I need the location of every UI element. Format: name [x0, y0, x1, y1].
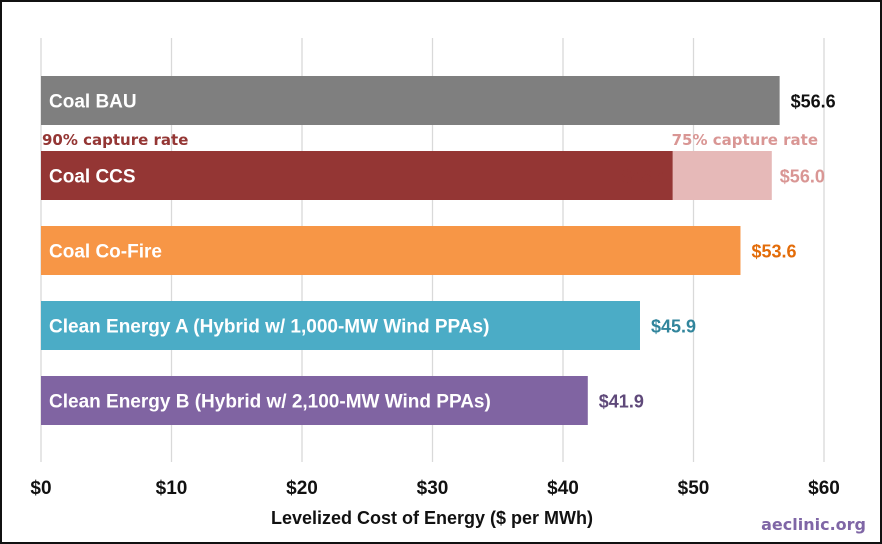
bar-1-category-label: Coal CCS [49, 167, 136, 188]
bar-1-extension-value-label: $56.0 [780, 167, 825, 187]
x-tick-label-40: $40 [547, 478, 579, 499]
bar-0-value-label: $56.6 [791, 92, 836, 112]
source-credit: aeclinic.org [761, 515, 866, 534]
bar-1 [41, 151, 673, 200]
bar-0 [41, 76, 780, 125]
bar-3-category-label: Clean Energy A (Hybrid w/ 1,000-MW Wind … [49, 317, 489, 338]
x-tick-label-30: $30 [417, 478, 449, 499]
x-tick-label-50: $50 [678, 478, 710, 499]
bar-4-value-label: $41.9 [599, 392, 644, 412]
annotation-90-capture: 90% capture rate [42, 131, 188, 149]
bar-3 [41, 301, 640, 350]
bars [41, 76, 780, 425]
labels: Coal BAU $56.6 Coal CCS $48.4 $56.0 Coal Co-F… [49, 92, 836, 413]
x-axis-title: Levelized Cost of Energy ($ per MWh) [271, 508, 593, 528]
bar-2 [41, 226, 741, 275]
bar-4-category-label: Clean Energy B (Hybrid w/ 2,100-MW Wind … [49, 392, 491, 413]
x-tick-label-60: $60 [808, 478, 840, 499]
bar-2-category-label: Coal Co-Fire [49, 242, 162, 263]
bar-1-value-label: $48.4 [622, 167, 667, 187]
bar-4 [41, 376, 588, 425]
bar-0-category-label: Coal BAU [49, 92, 137, 113]
x-axis-ticks: $0 $10 $20 $30 $40 $50 $60 [30, 478, 839, 499]
annotation-75-capture: 75% capture rate [672, 131, 818, 149]
x-tick-label-10: $10 [156, 478, 188, 499]
bar-2-value-label: $53.6 [751, 242, 796, 262]
x-tick-label-20: $20 [286, 478, 318, 499]
bar-3-value-label: $45.9 [651, 317, 696, 337]
x-tick-label-0: $0 [30, 478, 51, 499]
